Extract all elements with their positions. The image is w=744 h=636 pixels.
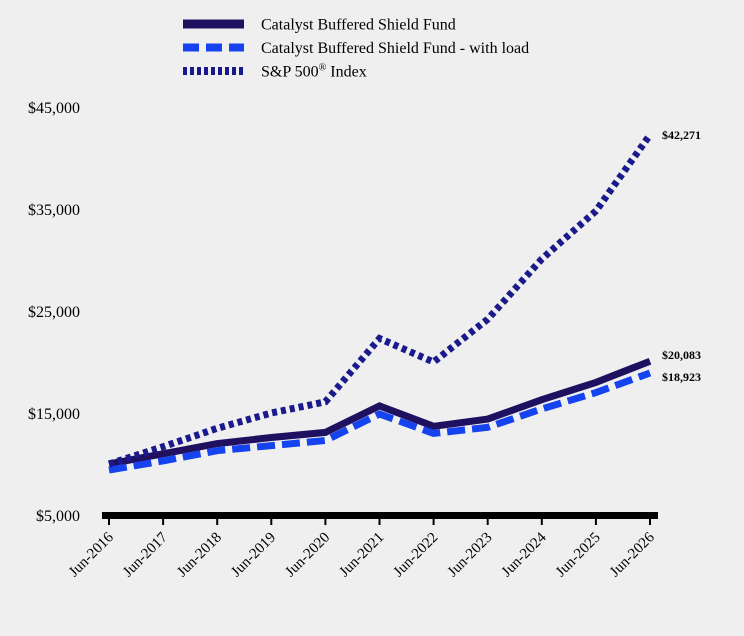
x-tick-label: Jun-2022	[391, 530, 442, 581]
legend: Catalyst Buffered Shield Fund Catalyst Bu…	[183, 17, 529, 81]
x-tick-label: Jun-2020	[282, 530, 333, 581]
x-tick-label: Jun-2024	[499, 529, 550, 580]
y-tick-label: $45,000	[28, 100, 80, 117]
x-axis-line	[102, 512, 658, 519]
end-label-catalyst-buffered-shield-fund: $20,083	[662, 348, 701, 362]
x-axis	[102, 512, 658, 525]
x-tick-label: Jun-2019	[228, 530, 279, 581]
x-axis-tick-labels: Jun-2016 Jun-2017 Jun-2018 Jun-2019 Jun-2020…	[66, 529, 658, 580]
x-tick-label: Jun-2023	[445, 530, 496, 581]
series-line-s-p-500-index	[107, 132, 653, 468]
x-tick-label: Jun-2025	[553, 530, 604, 581]
series-line-catalyst-buffered-shield-fund	[108, 357, 652, 468]
y-tick-label: $25,000	[28, 304, 80, 321]
x-tick-label: Jun-2017	[120, 529, 171, 580]
legend-label-catalyst-buffered-shield-fund-with-load: Catalyst Buffered Shield Fund - with loa…	[261, 40, 529, 57]
legend-label-s-p-500-index: S&P 500® Index	[261, 63, 367, 81]
y-axis-tick-labels: $5,000 $15,000 $25,000 $35,000 $45,000	[28, 100, 80, 525]
x-tick-label: Jun-2021	[337, 530, 388, 581]
end-label-s-p-500-index: $42,271	[662, 128, 701, 142]
y-tick-label: $35,000	[28, 202, 80, 219]
series-line-catalyst-buffered-shield-fund-with-load	[108, 369, 652, 474]
x-tick-label: Jun-2016	[66, 529, 117, 580]
end-value-labels: $20,083 $18,923 $42,271	[662, 128, 701, 384]
legend-label-catalyst-buffered-shield-fund: Catalyst Buffered Shield Fund	[261, 17, 456, 34]
y-tick-label: $5,000	[36, 508, 80, 525]
x-tick-label: Jun-2026	[607, 529, 658, 580]
x-tick-label: Jun-2018	[174, 530, 225, 581]
series-lines	[107, 132, 653, 474]
end-label-catalyst-buffered-shield-fund-with-load: $18,923	[662, 370, 701, 384]
y-tick-label: $15,000	[28, 406, 80, 423]
